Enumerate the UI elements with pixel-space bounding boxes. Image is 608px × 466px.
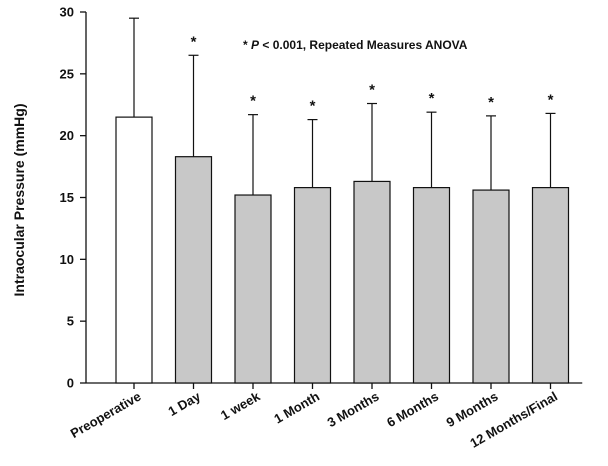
significance-star-2: * [250, 93, 256, 110]
y-tick-label-20: 20 [60, 128, 74, 143]
bar-0 [115, 116, 153, 384]
bar-1 [174, 156, 213, 384]
y-tick-label-30: 30 [60, 5, 74, 20]
bar-7 [531, 187, 570, 384]
significance-star-3: * [310, 98, 316, 115]
x-tick-label-5: 6 Months [384, 389, 441, 431]
significance-star-7: * [548, 91, 554, 108]
x-tick-label-4: 3 Months [325, 389, 382, 431]
annotation-p-symbol: P [251, 38, 260, 52]
bar-6 [472, 189, 510, 384]
bar-3 [293, 187, 332, 384]
significance-star-5: * [429, 90, 435, 107]
y-tick-label-5: 5 [67, 314, 74, 329]
annotation-prefix: * [243, 38, 251, 52]
y-axis-label: Intraocular Pressure (mmHg) [11, 104, 27, 297]
bars [115, 17, 570, 384]
y-tick-label-10: 10 [60, 252, 74, 267]
bar-4 [353, 180, 391, 384]
x-tick-label-1: 1 Day [165, 388, 203, 419]
bar-2 [234, 194, 272, 384]
annotation-text: < 0.001, Repeated Measures ANOVA [259, 38, 468, 52]
significance-star-6: * [488, 94, 494, 111]
y-tick-label-25: 25 [60, 66, 74, 81]
significance-star-1: * [191, 33, 197, 50]
significance-star-4: * [369, 82, 375, 99]
bar-5 [412, 187, 451, 384]
y-tick-label-0: 0 [67, 376, 74, 391]
x-tick-label-2: 1 week [218, 388, 263, 423]
x-tick-label-0: Preoperative [68, 389, 144, 441]
x-tick-label-3: 1 Month [271, 389, 322, 427]
y-tick-label-15: 15 [60, 190, 74, 205]
significance-annotation: * P < 0.001, Repeated Measures ANOVA [243, 38, 468, 52]
